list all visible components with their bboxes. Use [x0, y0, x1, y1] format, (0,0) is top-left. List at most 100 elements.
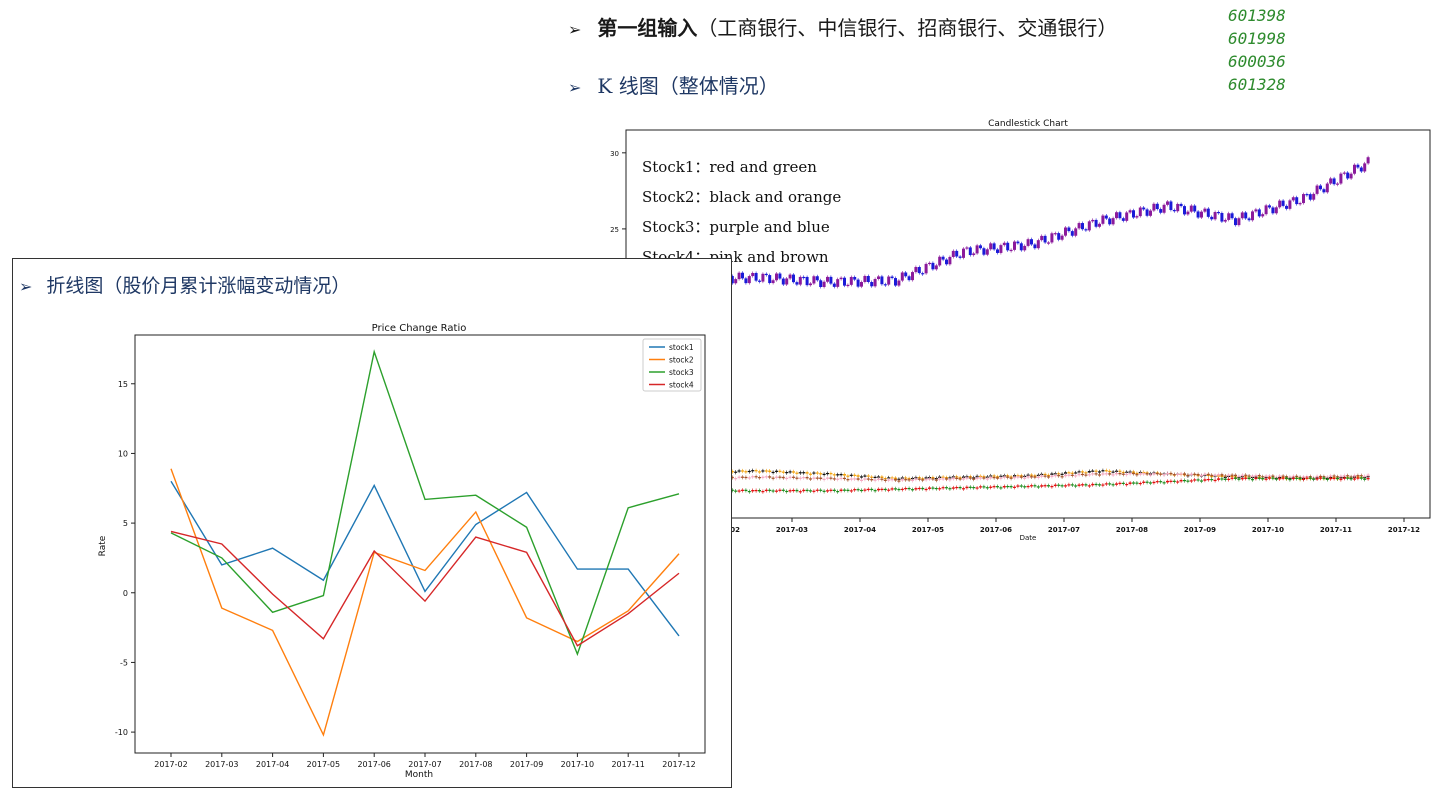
candle-body-Stock4	[822, 478, 826, 480]
candle-body-Stock1	[1149, 482, 1152, 484]
y-tick-label: 25	[610, 226, 619, 234]
candle-body-Stock1	[1043, 485, 1047, 487]
candle-body-Stock1	[1026, 485, 1030, 488]
candle-body-Stock3	[785, 278, 789, 285]
candle-body-Stock1	[761, 491, 765, 493]
candle-body-Stock4	[856, 478, 860, 480]
candle-body-Stock3	[962, 248, 965, 258]
candle-body-Stock3	[1261, 214, 1265, 217]
candle-body-Stock3	[911, 272, 914, 281]
candle-body-Stock3	[1125, 212, 1129, 221]
candle-body-Stock1	[1176, 481, 1180, 483]
candle-body-Stock1	[894, 488, 897, 490]
candle-body-Stock1	[1104, 483, 1108, 485]
candle-body-Stock3	[1298, 203, 1302, 205]
candle-body-Stock2	[792, 471, 795, 473]
candle-body-Stock4	[989, 477, 993, 479]
candle-body-Stock4	[1115, 473, 1118, 475]
candle-body-Stock3	[1264, 205, 1268, 215]
candle-body-Stock1	[938, 488, 942, 490]
candle-body-Stock1	[1227, 478, 1231, 480]
candle-body-Stock4	[1145, 473, 1149, 475]
candle-body-Stock1	[809, 490, 812, 492]
y-tick-label: -5	[120, 658, 128, 667]
candle-body-Stock3	[819, 280, 823, 288]
candle-body-Stock4	[1013, 476, 1016, 479]
candle-body-Stock4	[1366, 474, 1370, 476]
candle-body-Stock1	[815, 489, 819, 491]
x-tick-label: 2017-12	[662, 760, 695, 769]
candle-body-Stock4	[883, 479, 887, 481]
candle-body-Stock4	[958, 478, 962, 480]
candle-note-stock1: Stock1：red and green	[642, 158, 817, 176]
candle-body-Stock1	[951, 487, 955, 489]
candle-body-Stock2	[1115, 470, 1118, 472]
candle-body-Stock1	[819, 489, 823, 491]
x-tick-label: 2017-10	[1252, 526, 1284, 534]
candle-body-Stock3	[1227, 213, 1231, 220]
candle-body-Stock3	[1070, 231, 1074, 236]
candle-body-Stock3	[812, 276, 816, 284]
candle-body-Stock3	[832, 283, 836, 287]
candle-body-Stock3	[958, 256, 962, 258]
candle-body-Stock4	[747, 477, 751, 479]
candle-body-Stock1	[860, 489, 863, 492]
candle-body-Stock1	[1220, 478, 1224, 480]
candle-body-Stock4	[1186, 474, 1190, 476]
legend-label: stock3	[669, 368, 694, 377]
candle-body-Stock1	[883, 488, 887, 491]
candle-body-Stock4	[764, 476, 768, 478]
candle-body-Stock2	[856, 475, 860, 477]
candle-body-Stock3	[758, 280, 761, 282]
candle-body-Stock4	[924, 479, 928, 481]
candle-body-Stock4	[819, 477, 823, 480]
candle-body-Stock4	[1002, 476, 1006, 478]
candle-body-Stock1	[1019, 485, 1023, 487]
candle-body-Stock2	[805, 472, 809, 474]
candle-body-Stock3	[1305, 194, 1309, 196]
candle-body-Stock3	[856, 279, 860, 287]
candle-body-Stock4	[1254, 474, 1258, 477]
candle-body-Stock1	[744, 489, 748, 492]
candle-body-Stock3	[924, 263, 928, 274]
candle-body-Stock3	[761, 273, 765, 282]
candle-body-Stock2	[1108, 470, 1112, 473]
candle-body-Stock1	[1363, 478, 1367, 480]
candle-body-Stock1	[1016, 485, 1020, 487]
candle-body-Stock4	[975, 477, 979, 480]
candle-body-Stock4	[737, 476, 741, 479]
candle-body-Stock3	[1315, 185, 1319, 194]
candle-body-Stock3	[941, 256, 945, 260]
candle-body-Stock4	[866, 478, 870, 480]
candle-body-Stock1	[802, 489, 806, 492]
candle-body-Stock1	[1108, 483, 1112, 485]
candle-body-Stock4	[1196, 474, 1200, 476]
candle-body-Stock3	[781, 278, 785, 285]
candle-body-Stock2	[761, 470, 765, 472]
candle-body-Stock4	[972, 478, 976, 480]
candle-body-Stock4	[1217, 474, 1220, 476]
stock-code: 601998	[1228, 29, 1286, 48]
candle-body-Stock4	[890, 479, 894, 481]
candle-body-Stock1	[1101, 484, 1105, 486]
candle-body-Stock4	[860, 479, 863, 481]
candle-body-Stock4	[1155, 473, 1159, 475]
candle-body-Stock1	[1132, 482, 1135, 484]
candle-body-Stock2	[802, 472, 806, 474]
candle-body-Stock1	[1291, 477, 1295, 480]
series-line-stock1	[170, 480, 680, 637]
candle-body-Stock1	[1074, 485, 1078, 487]
bullet-arrow-icon: ➢	[19, 277, 33, 296]
candle-body-Stock4	[849, 478, 853, 480]
first-group-title: 第一组输入	[597, 16, 698, 40]
candle-body-Stock1	[1217, 478, 1220, 480]
candle-body-Stock2	[744, 471, 748, 473]
candle-body-Stock1	[1251, 479, 1254, 481]
candle-body-Stock1	[1339, 478, 1343, 481]
candle-body-Stock1	[1118, 482, 1122, 485]
candle-body-Stock3	[768, 275, 772, 284]
candle-body-Stock1	[1047, 485, 1050, 487]
candle-body-Stock1	[826, 490, 829, 492]
candle-body-Stock4	[1070, 474, 1074, 476]
candle-body-Stock4	[1111, 474, 1115, 476]
